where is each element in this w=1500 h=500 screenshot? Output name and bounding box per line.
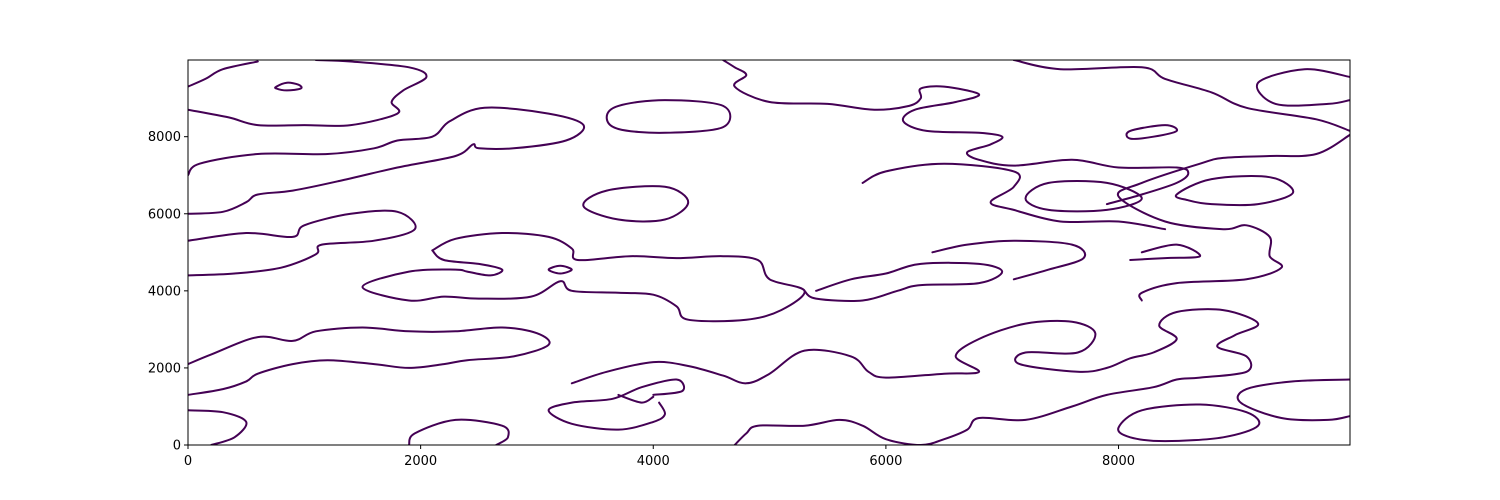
contour-line-top-right-band: [1116, 133, 1350, 302]
x-tick-label: 6000: [869, 454, 902, 469]
contour-line-top-left-arc: [188, 60, 428, 127]
contour-line-oval-0-400: [188, 409, 248, 445]
contour-line-mid-right-blob: [861, 162, 1167, 231]
contour-line-small-loop-3200: [547, 264, 573, 275]
contour-line-top-left-blob: [188, 60, 259, 88]
contour-line-lower-left-lobe: [547, 378, 685, 431]
x-tick-label: 8000: [1102, 454, 1135, 469]
contour-line-oval-4100-8500: [605, 99, 732, 134]
contour-line-left-band-6000: [188, 209, 417, 277]
contour-line-oval-3850-6300: [582, 185, 690, 223]
contour-line-center-right-blob: [803, 261, 1004, 302]
contour-line-oval-7700-6400: [1024, 180, 1143, 213]
contour-line-top-center-right: [722, 60, 1190, 206]
contour-line-oval-2300-200: [408, 418, 510, 445]
x-axis: 0 2000 4000 6000 8000: [184, 445, 1135, 469]
contour-line-top-left-wide-band: [188, 106, 586, 215]
contour-line-small-loop-8000: [1125, 124, 1179, 140]
axes-frame: [187, 59, 1351, 446]
plot-area: [187, 59, 1351, 446]
y-tick-label: 4000: [148, 284, 181, 299]
contour-line-top-right-loop: [1255, 68, 1350, 107]
contour-line-right-mid-pocket: [1129, 243, 1202, 261]
contour-line-oval-8700-500: [1117, 403, 1261, 443]
contour-line-left-band-2500: [188, 326, 551, 396]
y-axis: 0 2000 4000 6000 8000: [148, 130, 188, 454]
contour-line-center-low-blob: [570, 308, 1260, 445]
y-tick-label: 2000: [148, 361, 181, 376]
y-tick-label: 6000: [148, 207, 181, 222]
y-tick-label: 8000: [148, 130, 181, 145]
contour-line-oval-9000-6500: [1174, 175, 1295, 207]
contour-line-small-pocket: [617, 393, 655, 404]
contour-lines: [188, 60, 1350, 445]
contour-line-right-bottom-loop: [1236, 378, 1350, 422]
contour-line-right-mid-4700: [931, 239, 1087, 281]
y-tick-label: 0: [173, 439, 181, 454]
x-tick-label: 0: [184, 454, 192, 469]
contour-line-small-loop-top-left: [274, 81, 303, 92]
x-tick-label: 4000: [637, 454, 670, 469]
contour-line-mid-band-4500: [361, 231, 806, 323]
x-tick-label: 2000: [404, 454, 437, 469]
contour-line-top-right-upper: [1012, 60, 1350, 132]
